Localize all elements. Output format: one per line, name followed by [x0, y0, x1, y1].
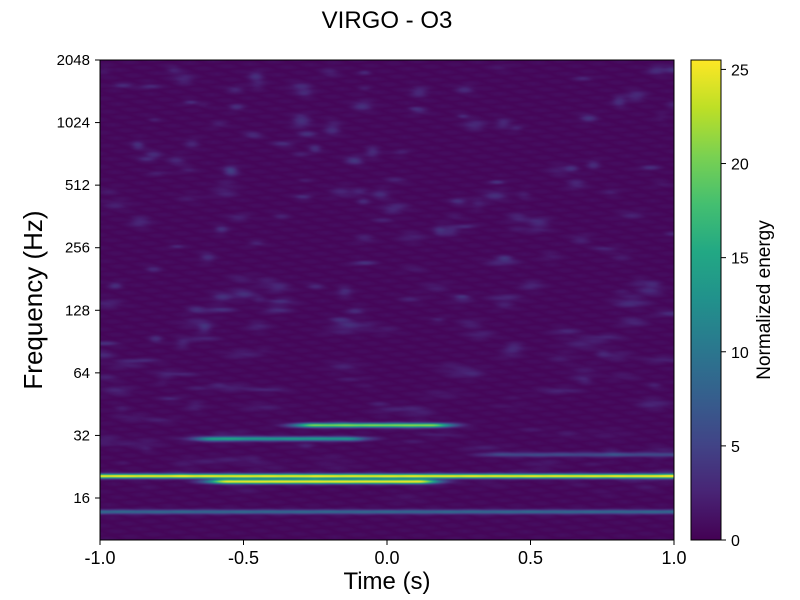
x-tick-label: 0.0 [374, 548, 399, 568]
y-tick-label: 512 [65, 177, 90, 194]
x-tick-label: -1.0 [84, 548, 115, 568]
x-tick-label: 0.5 [518, 548, 543, 568]
colorbar-tick-label: 15 [731, 251, 749, 268]
colorbar-tick-label: 5 [731, 439, 740, 456]
y-tick-label: 16 [73, 490, 90, 507]
colorbar-tick-label: 0 [731, 533, 740, 550]
y-tick-label: 64 [73, 365, 90, 382]
colorbar-axis: 0 5 10 15 20 25 [721, 62, 749, 550]
y-axis: 16 32 64 128 256 512 1024 2048 [57, 52, 100, 507]
colorbar-tick-label: 25 [731, 62, 749, 79]
y-tick-label: 32 [73, 427, 90, 444]
x-tick-label: 1.0 [661, 548, 686, 568]
colorbar [690, 59, 722, 541]
y-tick-label: 256 [65, 240, 90, 257]
y-tick-label: 1024 [57, 115, 90, 132]
colorbar-tick-label: 20 [731, 157, 749, 174]
chart-title: VIRGO - O3 [322, 7, 453, 34]
x-tick-label: -0.5 [228, 548, 259, 568]
y-tick-label: 128 [65, 302, 90, 319]
y-tick-label: 2048 [57, 52, 90, 69]
spectrogram-heatmap [100, 60, 674, 540]
x-axis: -1.0 -0.5 0.0 0.5 1.0 [84, 540, 687, 568]
colorbar-label: Normalized energy [754, 220, 775, 380]
colorbar-tick-label: 10 [731, 345, 749, 362]
x-axis-label: Time (s) [343, 568, 430, 595]
y-axis-label: Frequency (Hz) [18, 210, 48, 389]
